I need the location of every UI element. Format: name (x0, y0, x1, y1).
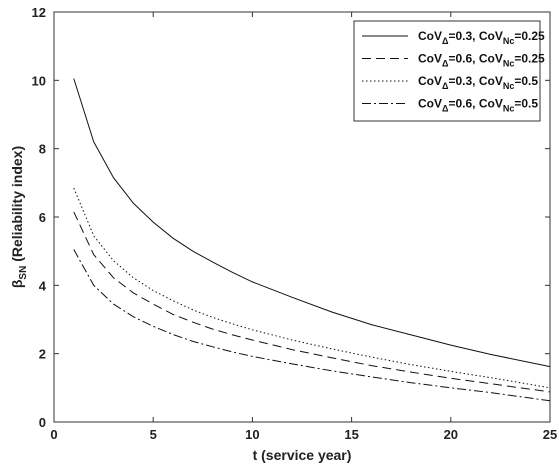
x-tick-label: 5 (150, 427, 157, 442)
series-lines (73, 78, 551, 402)
legend-label: CoVΔ=0.3, CoVNc=0.5 (418, 74, 538, 91)
y-tick-label: 8 (39, 142, 46, 157)
x-axis-label: t (service year) (253, 447, 352, 463)
y-tick-label: 4 (39, 278, 47, 293)
y-axis-label: βSN (Reliability index) (9, 146, 29, 288)
y-tick-label: 12 (32, 5, 46, 20)
series-line-dashdot (73, 249, 551, 402)
x-tick-label: 15 (344, 427, 358, 442)
axis-ticks: 0 5 10 15 20 25 0 2 4 6 8 10 12 (32, 5, 558, 442)
y-tick-label: 10 (32, 73, 46, 88)
legend-label: CoVΔ=0.6, CoVNc=0.25 (418, 52, 545, 69)
legend-box (353, 20, 541, 122)
legend: CoVΔ=0.3, CoVNc=0.25 CoVΔ=0.6, CoVNc=0.25… (353, 20, 545, 122)
y-tick-label: 6 (39, 210, 46, 225)
x-tick-label: 25 (543, 427, 557, 442)
series-line-solid (73, 78, 551, 368)
legend-label: CoVΔ=0.3, CoVNc=0.25 (418, 29, 545, 46)
y-tick-label: 2 (39, 347, 46, 362)
x-tick-label: 0 (50, 427, 57, 442)
series-line-dotted (73, 187, 551, 389)
legend-label: CoVΔ=0.6, CoVNc=0.5 (418, 97, 538, 114)
x-tick-label: 20 (444, 427, 458, 442)
series-line-dashed (73, 211, 551, 393)
y-tick-label: 0 (39, 415, 46, 430)
x-tick-label: 10 (245, 427, 259, 442)
